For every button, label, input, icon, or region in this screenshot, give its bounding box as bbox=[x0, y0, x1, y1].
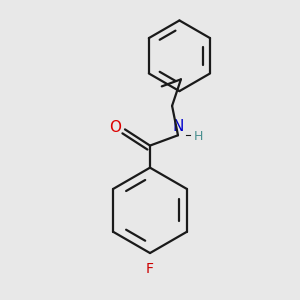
Text: F: F bbox=[146, 262, 154, 276]
Text: N: N bbox=[172, 119, 184, 134]
Text: H: H bbox=[193, 130, 203, 143]
Text: O: O bbox=[110, 120, 122, 135]
